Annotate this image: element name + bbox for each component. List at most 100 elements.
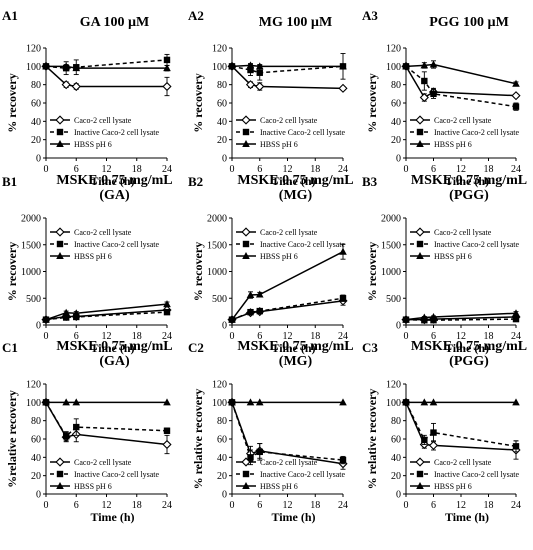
legend-label: Inactive Caco-2 cell lysate — [434, 470, 520, 479]
y-tick-label: 20 — [391, 135, 401, 146]
series-line — [46, 65, 167, 69]
series-line — [405, 312, 517, 321]
series-line — [45, 65, 167, 88]
x-axis-label: Time (h) — [445, 510, 489, 524]
y-tick-label: 80 — [31, 416, 41, 427]
y-tick-label: 120 — [386, 380, 401, 391]
legend-label: Caco-2 cell lysate — [260, 116, 318, 125]
data-point — [511, 91, 521, 101]
data-point — [71, 81, 81, 92]
data-point — [402, 62, 410, 70]
y-tick-label: 20 — [217, 471, 227, 482]
legend: Caco-2 cell lysate Inactive Caco-2 cell l… — [410, 227, 520, 261]
x-tick-label: 0 — [44, 500, 49, 511]
legend-label: HBSS pH 6 — [260, 252, 298, 261]
series-3 — [42, 300, 171, 323]
x-axis-label: Time (h) — [271, 341, 315, 355]
y-tick-label: 40 — [391, 453, 401, 464]
legend-label: Inactive Caco-2 cell lysate — [434, 128, 520, 137]
y-axis-label: % relative recovery — [191, 389, 205, 490]
series-line — [45, 401, 168, 438]
legend: Caco-2 cell lysate Inactive Caco-2 cell l… — [236, 457, 346, 491]
data-point — [339, 247, 347, 255]
data-point — [42, 62, 50, 70]
y-tick-label: 2000 — [21, 214, 41, 225]
data-point — [62, 433, 70, 440]
legend-label: Caco-2 cell lysate — [434, 228, 492, 237]
y-tick-label: 2000 — [381, 214, 401, 225]
legend: Caco-2 cell lysate Inactive Caco-2 cell l… — [410, 115, 520, 149]
x-tick-label: 0 — [44, 164, 49, 175]
x-axis-label: Time (h) — [271, 510, 315, 524]
x-axis-label: Time (h) — [90, 341, 134, 355]
legend-label: Caco-2 cell lysate — [74, 228, 132, 237]
panel-title: MSKE 0.75 mg/mL — [237, 339, 353, 354]
y-axis-label: %relative recovery — [5, 390, 19, 488]
y-tick-label: 0 — [396, 321, 401, 332]
legend-marker — [56, 240, 64, 248]
x-tick-label: 24 — [338, 164, 348, 175]
panel-title: (PGG) — [449, 354, 489, 369]
x-tick-label: 6 — [431, 331, 436, 342]
series-line — [231, 65, 344, 90]
y-tick-label: 0 — [396, 154, 401, 165]
y-tick-label: 60 — [31, 99, 41, 110]
x-tick-label: 6 — [74, 331, 79, 342]
panel-a1: A1 GA 100 µM 0 20 40 60 80 100 120 0 6 12 18 24 Time (… — [2, 8, 172, 188]
panel-a3: A3 PGG 100 µM 0 20 40 60 80 100 120 0 6 12 18 24 Time … — [362, 8, 521, 188]
data-point — [163, 64, 171, 72]
y-tick-label: 0 — [36, 490, 41, 501]
y-tick-label: 120 — [386, 44, 401, 55]
y-axis-label: % recovery — [5, 242, 19, 301]
data-point — [402, 315, 410, 323]
legend-label: Caco-2 cell lysate — [434, 116, 492, 125]
x-tick-label: 18 — [132, 164, 142, 175]
series-1 — [401, 397, 521, 460]
data-point — [421, 436, 428, 444]
y-axis-label: % relative recovery — [365, 389, 379, 490]
data-point — [339, 456, 347, 464]
panel-label: C2 — [188, 340, 204, 355]
panel-title: (PGG) — [449, 188, 489, 203]
legend-label: Inactive Caco-2 cell lysate — [74, 128, 160, 137]
data-point — [255, 62, 264, 70]
data-point — [430, 316, 437, 324]
series-line — [405, 402, 517, 451]
x-tick-label: 24 — [338, 500, 348, 511]
series-line — [231, 251, 344, 321]
data-point — [246, 61, 255, 69]
legend-label: HBSS pH 6 — [74, 252, 112, 261]
y-tick-label: 40 — [217, 117, 227, 128]
legend-label: HBSS pH 6 — [260, 482, 298, 491]
series-line — [45, 59, 168, 69]
legend-marker — [415, 457, 425, 467]
x-tick-label: 0 — [44, 331, 49, 342]
y-axis-label: % recovery — [365, 242, 379, 301]
x-tick-label: 24 — [511, 500, 521, 511]
y-tick-label: 100 — [386, 398, 401, 409]
data-point — [512, 315, 520, 323]
data-point — [256, 448, 263, 456]
series-line — [231, 402, 344, 461]
data-point — [162, 81, 172, 92]
data-point — [256, 69, 263, 76]
series-line — [45, 401, 168, 446]
legend-label: HBSS pH 6 — [260, 140, 298, 149]
data-point — [419, 92, 429, 103]
legend: Caco-2 cell lysate Inactive Caco-2 cell l… — [236, 115, 346, 149]
series-line — [231, 402, 344, 465]
y-tick-label: 120 — [26, 44, 41, 55]
data-point — [62, 398, 70, 406]
legend-marker — [55, 457, 65, 467]
data-point — [421, 77, 428, 85]
data-point — [420, 61, 429, 69]
legend-marker — [241, 227, 251, 237]
legend-label: HBSS pH 6 — [74, 482, 112, 491]
x-tick-label: 18 — [484, 500, 494, 511]
y-tick-label: 20 — [217, 135, 227, 146]
panel-label: B1 — [2, 174, 17, 189]
legend-label: Caco-2 cell lysate — [74, 458, 132, 467]
